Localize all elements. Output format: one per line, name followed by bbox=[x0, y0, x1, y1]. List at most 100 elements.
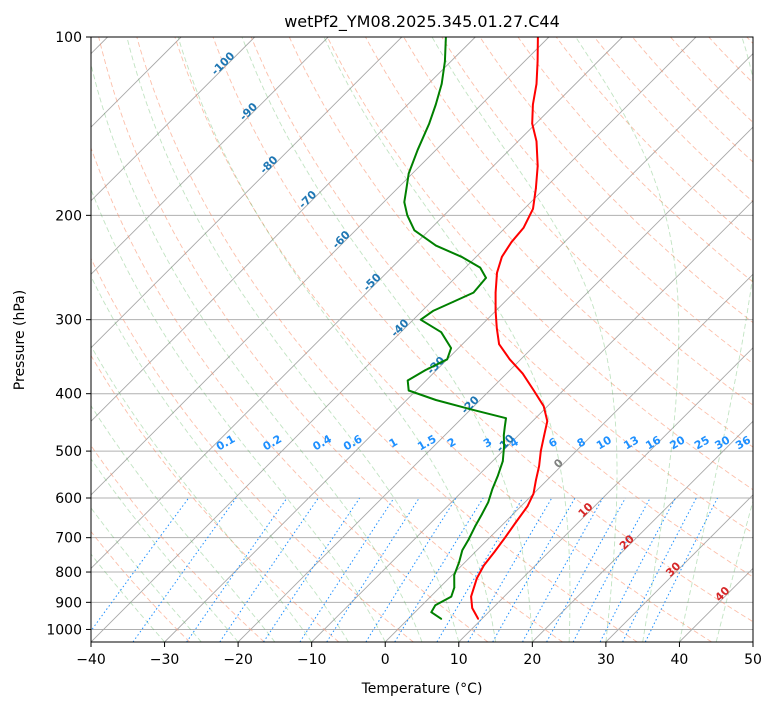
dewpoint-point bbox=[453, 574, 456, 577]
dry-adiabat bbox=[174, 37, 712, 642]
dewpoint-point bbox=[505, 417, 507, 420]
temperature-point bbox=[542, 405, 545, 408]
mixing-ratio-line bbox=[263, 497, 361, 642]
x-tick-label: 30 bbox=[597, 652, 615, 668]
x-tick-label: 0 bbox=[381, 652, 390, 668]
dewpoint-point bbox=[406, 379, 409, 382]
dewpoint-point bbox=[503, 426, 506, 428]
isotherm-gridline bbox=[531, 420, 753, 642]
mixing-ratio-line bbox=[132, 497, 237, 642]
temperature-point bbox=[496, 327, 498, 329]
dewpoint-point bbox=[474, 525, 476, 528]
temperature-point bbox=[543, 434, 546, 436]
moist-adiabat bbox=[91, 507, 202, 642]
moist-adiabat bbox=[715, 499, 753, 642]
dry-adiabat bbox=[479, 37, 753, 324]
mixing-ratio-label: 0.1 bbox=[214, 432, 237, 453]
mixing-ratio-label: 36 bbox=[733, 433, 753, 452]
dewpoint-point bbox=[435, 244, 437, 247]
dewpoint-point bbox=[491, 488, 494, 491]
dewpoint-point bbox=[446, 358, 449, 361]
dewpoint-point bbox=[407, 389, 410, 392]
wet-bulb-label: 20 bbox=[617, 532, 637, 552]
dewpoint-point bbox=[434, 604, 437, 606]
moist-adiabat bbox=[678, 37, 753, 642]
mixing-ratio-line bbox=[91, 497, 190, 632]
wet-bulb-label: 30 bbox=[663, 559, 683, 579]
x-axis-label: Temperature (°C) bbox=[361, 681, 483, 697]
plot-frame bbox=[90, 36, 754, 643]
temperature-point bbox=[521, 372, 524, 375]
temperature-point bbox=[535, 140, 538, 143]
dry-adiabat bbox=[555, 37, 753, 243]
dewpoint-point bbox=[405, 187, 408, 190]
dewpoint-point bbox=[485, 277, 487, 279]
mixing-ratio-label: 30 bbox=[713, 433, 733, 452]
temperature-point bbox=[535, 83, 538, 85]
temperature-point bbox=[498, 343, 500, 345]
y-tick-label: 900 bbox=[55, 595, 82, 611]
isotherm-label: -20 bbox=[459, 393, 482, 416]
y-tick-label: 200 bbox=[55, 208, 82, 224]
y-tick-label: 100 bbox=[55, 30, 82, 46]
mixing-ratio-label: 0.6 bbox=[341, 432, 365, 453]
dewpoint-point bbox=[413, 229, 416, 232]
x-tick-label: 40 bbox=[671, 652, 689, 668]
isotherm-gridline bbox=[605, 494, 753, 642]
temperature-point bbox=[532, 103, 534, 106]
x-tick-label: −10 bbox=[297, 652, 327, 668]
isotherm-gridline bbox=[752, 641, 753, 642]
dry-adiabat bbox=[98, 37, 563, 642]
mixing-ratio-label: 1.5 bbox=[415, 432, 438, 453]
dewpoint-point bbox=[430, 611, 433, 613]
mixing-ratio-label: 13 bbox=[621, 433, 641, 452]
temperature-point bbox=[482, 564, 485, 567]
isotherm-gridline bbox=[458, 347, 753, 642]
dry-adiabat bbox=[136, 37, 638, 642]
mixing-ratio-line bbox=[436, 497, 524, 642]
dry-adiabat bbox=[670, 37, 753, 123]
isotherm-gridline bbox=[91, 37, 256, 202]
temperature-point bbox=[536, 165, 539, 167]
dewpoint-point bbox=[424, 369, 427, 371]
x-tick-label: −40 bbox=[76, 652, 106, 668]
temperature-point bbox=[546, 420, 549, 422]
dewpoint-point bbox=[461, 549, 464, 552]
temperature-point bbox=[538, 465, 540, 467]
dewpoint-point bbox=[479, 266, 481, 269]
dewpoint-point bbox=[503, 445, 505, 447]
dry-adiabat bbox=[517, 37, 753, 283]
dewpoint-point bbox=[428, 122, 431, 125]
mixing-ratio-line bbox=[644, 497, 718, 642]
dewpoint-point bbox=[434, 103, 437, 106]
temperature-point bbox=[531, 122, 533, 125]
isotherm-gridline bbox=[91, 37, 329, 275]
wet-bulb-label: 40 bbox=[712, 584, 732, 604]
mixing-ratio-label: 20 bbox=[668, 433, 688, 452]
y-tick-label: 1000 bbox=[46, 622, 82, 638]
dewpoint-point bbox=[460, 256, 463, 258]
dewpoint-point bbox=[470, 408, 472, 411]
temperature-point bbox=[514, 521, 517, 524]
mixing-ratio-line bbox=[572, 497, 651, 642]
dewpoint-profile bbox=[403, 37, 507, 620]
isotherm-gridline bbox=[91, 37, 623, 570]
moist-adiabat bbox=[126, 37, 460, 642]
isotherm-gridline bbox=[237, 126, 753, 642]
mixing-ratio-line bbox=[394, 497, 484, 642]
dewpoint-point bbox=[480, 513, 483, 516]
moist-adiabat bbox=[91, 458, 239, 642]
temperature-point bbox=[496, 271, 498, 274]
dry-adiabat bbox=[593, 37, 753, 203]
temperature-point bbox=[535, 187, 537, 190]
dewpoint-point bbox=[502, 434, 505, 436]
y-axis-label: Pressure (hPa) bbox=[12, 290, 28, 390]
moist-adiabat bbox=[91, 275, 349, 642]
dry-adiabat bbox=[91, 146, 489, 642]
moist-adiabat bbox=[323, 37, 571, 642]
dry-adiabat bbox=[708, 37, 753, 84]
y-tick-label: 800 bbox=[55, 565, 82, 581]
temperature-point bbox=[470, 595, 472, 598]
dewpoint-point bbox=[450, 595, 453, 598]
isotherm-label: -50 bbox=[361, 270, 384, 293]
